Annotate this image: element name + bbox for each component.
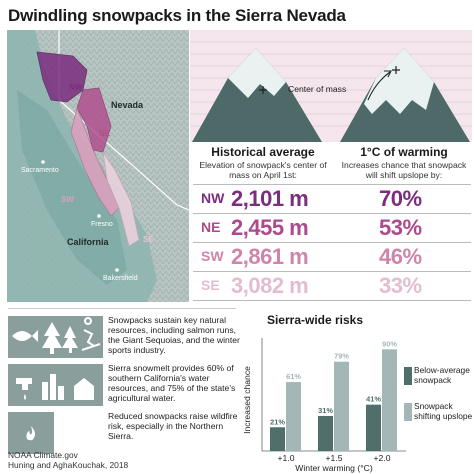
bar-value-label: 21%	[270, 417, 285, 426]
region-se	[102, 151, 140, 247]
chart-title: Sierra-wide risks	[266, 313, 364, 327]
legend-label: Below-average snowpack	[414, 365, 470, 385]
info-wildfire: Reduced snowpacks raise wildfire risk, e…	[8, 410, 240, 456]
bar-upslope-2	[382, 349, 397, 451]
info-resources: Snowpacks sustain key natural resources,…	[8, 314, 240, 360]
region-elevation: 2,455 m	[231, 215, 309, 240]
x-axis-label: Winter warming (°C)	[295, 463, 373, 473]
label-sacramento: Sacramento	[21, 167, 59, 174]
fire-icon	[26, 425, 36, 441]
tree-icon	[42, 322, 62, 354]
risk-bar-chart: Increased chance Winter warming (°C) 21%…	[242, 338, 406, 473]
warming-subtext: Increases chance that snowpack will shif…	[341, 160, 467, 180]
bar-value-label: 61%	[286, 372, 301, 381]
label-nevada: Nevada	[111, 100, 144, 110]
tree-icon-2	[62, 326, 78, 353]
region-sw	[70, 106, 120, 217]
table-bottom-rule	[193, 300, 471, 301]
region-code: SE	[201, 277, 220, 293]
info-text: Sierra snowmelt provides 60% of southern…	[108, 363, 236, 403]
mountain-right	[340, 48, 470, 142]
x-tick-label: +1.5	[326, 453, 343, 463]
bar-upslope-0	[286, 382, 301, 451]
info-top-rule	[8, 308, 236, 309]
center-of-mass-plus-left	[259, 86, 267, 94]
label-sw: SW	[61, 195, 74, 204]
wildfire-icon-box	[8, 412, 54, 454]
region-nw	[36, 51, 88, 103]
faucet-icon	[16, 378, 32, 400]
resources-icons	[8, 316, 103, 358]
y-axis-label: Increased chance	[242, 366, 252, 434]
info-water: Sierra snowmelt provides 60% of southern…	[8, 362, 240, 408]
region-chance: 53%	[379, 215, 422, 240]
bar-value-label: 31%	[318, 406, 333, 415]
warming-heading: 1°C of warming	[360, 145, 448, 159]
region-row-sw: SW 2,861 m 46%	[193, 242, 471, 269]
historical-subtext: Elevation of snowpack's center of mass o…	[199, 160, 327, 180]
label-ne: NE	[99, 129, 111, 138]
legend-swatch	[404, 367, 412, 385]
info-text: Reduced snowpacks raise wildfire risk, e…	[108, 411, 238, 441]
bar-below-average-0	[270, 427, 285, 451]
bar-value-label: 79%	[334, 352, 349, 361]
sierra-map: Nevada California Sacramento Fresno Bake…	[7, 30, 189, 302]
water-icons	[8, 364, 103, 406]
center-of-mass-plus-right	[392, 66, 400, 74]
upslope-arrowhead	[384, 70, 392, 78]
credit-authors: Huning and AghaKouchak, 2018	[8, 460, 129, 470]
central-valley	[17, 90, 127, 285]
label-bakersfield: Bakersfield	[103, 275, 138, 282]
region-elevation: 2,101 m	[231, 186, 309, 211]
bakersfield-dot	[115, 268, 119, 272]
region-code: NE	[201, 219, 221, 235]
mountain-left	[192, 48, 322, 142]
x-tick-label: +2.0	[374, 453, 391, 463]
bar-upslope-1	[334, 361, 349, 451]
region-code: SW	[201, 248, 224, 264]
x-tick-label: +1.0	[278, 453, 295, 463]
upslope-arrow	[367, 71, 391, 101]
region-row-ne: NE 2,455 m 53%	[193, 213, 471, 240]
legend-label: Snowpack shifting upslope	[414, 401, 473, 421]
mountain-illustration: Center of mass	[190, 30, 472, 142]
region-chance: 33%	[379, 273, 422, 298]
sacramento-dot	[41, 160, 45, 164]
label-se: SE	[143, 235, 154, 244]
skier-icon	[81, 317, 101, 351]
credit-source: NOAA Climate.gov	[8, 450, 78, 460]
legend-item-below-average: Below-average snowpack	[404, 365, 474, 385]
label-california: California	[67, 237, 110, 247]
region-chance: 46%	[379, 244, 422, 269]
city-icon	[42, 374, 64, 400]
bar-value-label: 41%	[366, 395, 381, 404]
legend-swatch	[404, 403, 412, 421]
page-title: Dwindling snowpacks in the Sierra Nevada	[8, 6, 346, 25]
farm-icon	[74, 378, 94, 400]
region-chance: 70%	[379, 186, 422, 211]
legend-item-upslope: Snowpack shifting upslope	[404, 401, 474, 421]
region-elevation: 3,082 m	[231, 273, 309, 298]
region-code: NW	[201, 190, 225, 206]
region-row-se: SE 3,082 m 33%	[193, 271, 471, 298]
bar-below-average-1	[318, 415, 333, 451]
fish-icon	[12, 330, 38, 342]
region-ne	[76, 87, 112, 153]
fresno-dot	[97, 214, 101, 218]
region-row-nw: NW 2,101 m 70%	[193, 184, 471, 211]
center-of-mass-label: Center of mass	[288, 84, 346, 94]
region-elevation: 2,861 m	[231, 244, 309, 269]
historical-heading: Historical average	[211, 145, 315, 159]
bar-below-average-2	[366, 404, 381, 451]
bar-value-label: 90%	[382, 339, 397, 348]
label-nw: NW	[69, 83, 83, 92]
info-text: Snowpacks sustain key natural resources,…	[108, 315, 240, 355]
label-fresno: Fresno	[91, 221, 113, 228]
